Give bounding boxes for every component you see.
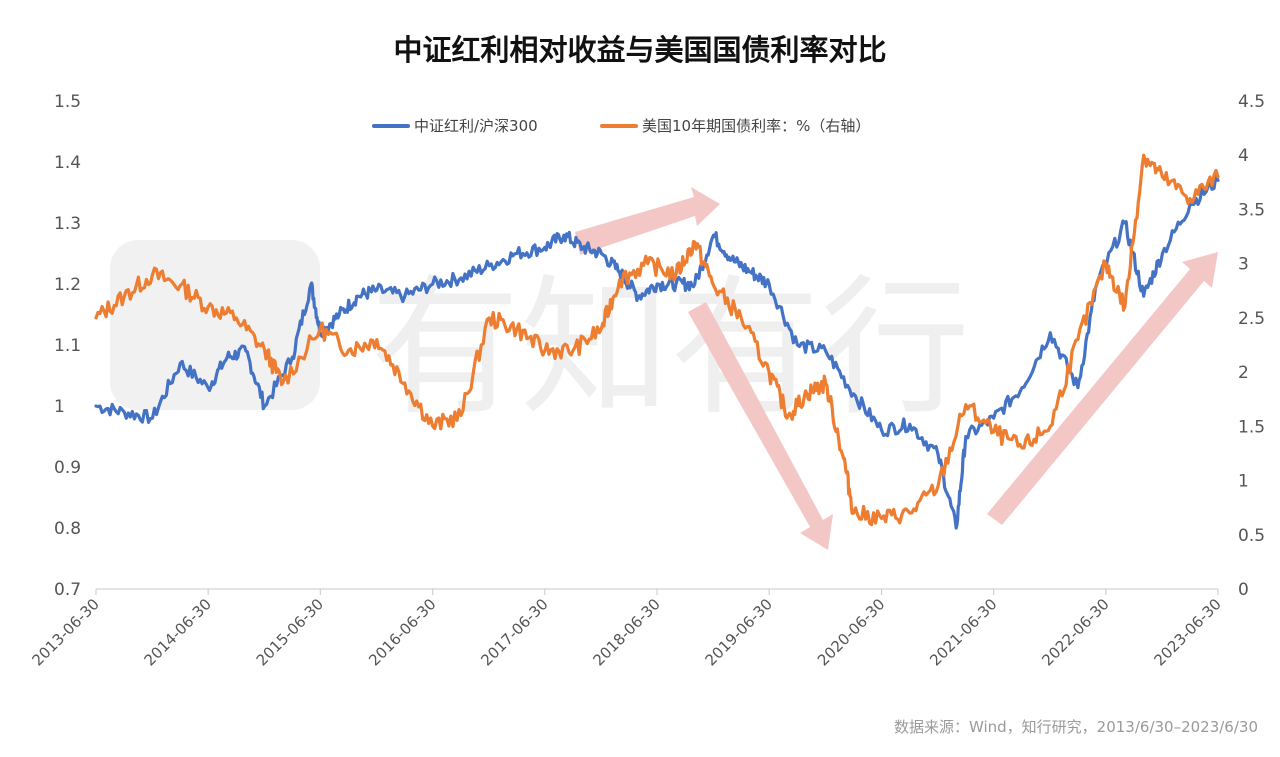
x-tick-label: 2023-06-30 [1150,595,1224,669]
series-layer [94,153,1220,530]
source-note: 数据来源：Wind，知行研究，2013/6/30–2023/6/30 [894,718,1258,736]
y-left-tick-label: 1 [54,397,65,417]
y-left-tick-label: 0.8 [54,519,81,539]
y-right-tick-label: 2.5 [1238,309,1265,329]
trend-arrows [575,187,1218,550]
x-tick-label: 2019-06-30 [702,595,776,669]
y-axis-left: 0.7 0.8 0.9 1 1.1 1.2 1.3 1.4 1.5 [54,92,81,600]
x-tick-label: 2015-06-30 [253,595,327,669]
y-axis-right: 0 0.5 1 1.5 2 2.5 3 3.5 4 4.5 [1238,92,1265,600]
series-line-us10y-yield [94,153,1220,527]
y-right-tick-label: 4.5 [1238,92,1265,112]
watermark-logo [110,240,320,410]
x-axis: 2013-06-30 2014-06-30 2015-06-30 2016-06-30… [28,589,1225,669]
x-tick-label: 2022-06-30 [1038,595,1112,669]
x-tick-label: 2013-06-30 [28,595,102,669]
y-left-tick-label: 1.5 [54,92,81,112]
y-right-tick-label: 3.5 [1238,200,1265,220]
trend-arrow-down [688,302,833,550]
chart-title: 中证红利相对收益与美国国债利率对比 [393,33,886,67]
y-left-tick-label: 0.9 [54,458,81,478]
legend-label: 美国10年期国债利率：%（右轴） [642,117,870,135]
legend-item-us10y-yield: 美国10年期国债利率：%（右轴） [600,117,870,135]
x-tick-label: 2020-06-30 [814,595,888,669]
x-tick-label: 2014-06-30 [141,595,215,669]
trend-arrow-up-2 [987,252,1218,525]
watermark-text: 有知有行 [370,262,970,436]
y-right-tick-label: 2 [1238,363,1249,383]
x-tick-label: 2018-06-30 [589,595,663,669]
x-tick-label: 2021-06-30 [926,595,1000,669]
y-left-tick-label: 1.2 [54,275,81,295]
legend-label: 中证红利/沪深300 [414,117,538,135]
y-left-tick-label: 0.7 [54,580,81,600]
y-left-tick-label: 1.1 [54,336,81,356]
y-right-tick-label: 0.5 [1238,526,1265,546]
watermark: 有知有行 [110,240,970,436]
y-left-tick-label: 1.3 [54,214,81,234]
y-right-tick-label: 4 [1238,146,1249,166]
x-tick-label: 2017-06-30 [477,595,551,669]
legend: 中证红利/沪深300 美国10年期国债利率：%（右轴） [372,117,870,135]
series-line-dividend-ratio [94,174,1220,530]
trend-arrow-up-1 [575,187,720,255]
x-tick-label: 2016-06-30 [365,595,439,669]
y-right-tick-label: 1.5 [1238,417,1265,437]
y-left-tick-label: 1.4 [54,153,81,173]
legend-item-dividend-ratio: 中证红利/沪深300 [372,117,538,135]
y-right-tick-label: 0 [1238,580,1249,600]
y-right-tick-label: 1 [1238,472,1249,492]
y-right-tick-label: 3 [1238,255,1249,275]
